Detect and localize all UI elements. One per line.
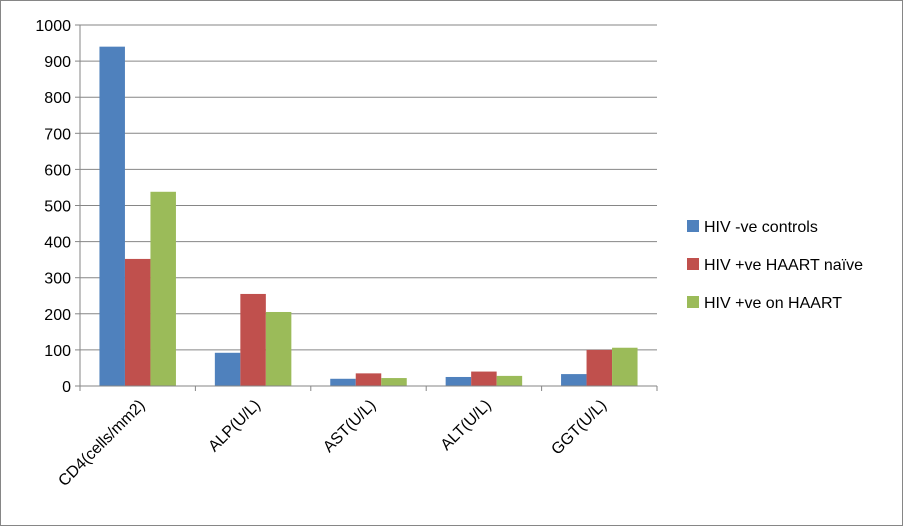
- bar: [214, 352, 241, 386]
- legend-swatch: [687, 220, 699, 232]
- x-tick-label: AST(U/L): [320, 397, 379, 456]
- legend-swatch: [687, 258, 699, 270]
- bar: [99, 46, 125, 386]
- legend-label: HIV +ve on HAART: [704, 295, 842, 312]
- bar: [124, 258, 151, 386]
- x-tick-label: ALT(U/L): [438, 397, 495, 454]
- y-tick-label: 600: [44, 162, 71, 179]
- x-tick-label: ALP(U/L): [205, 397, 264, 456]
- x-tick-labels: CD4(cells/mm2) ALP(U/L) AST(U/L) ALT(U/L) GG…: [55, 397, 610, 490]
- bar: [355, 373, 382, 386]
- bar: [240, 293, 266, 386]
- bar: [586, 349, 613, 386]
- axes: [79, 25, 657, 387]
- bar: [471, 371, 497, 386]
- bar: [561, 374, 587, 386]
- y-tick-labels: 0 100 200 300 400 500 600 700 800 900 1000: [35, 18, 71, 396]
- y-tick-label: 400: [44, 235, 71, 252]
- x-tick-label: GGT(U/L): [548, 397, 610, 459]
- legend-label: HIV -ve controls: [704, 219, 818, 236]
- legend: HIV -ve controls HIV +ve HAART naïve HIV +…: [687, 219, 863, 312]
- y-tick-label: 900: [44, 54, 71, 71]
- bars: [99, 46, 638, 386]
- y-tick-label: 1000: [35, 18, 71, 35]
- y-tick-label: 200: [44, 307, 71, 324]
- y-tick-label: 500: [44, 199, 71, 216]
- y-tick-label: 300: [44, 271, 71, 288]
- y-tick-label: 0: [62, 379, 71, 396]
- y-tick-label: 100: [44, 343, 71, 360]
- bar: [496, 375, 523, 386]
- bar: [612, 347, 638, 386]
- gridlines: [75, 24, 658, 391]
- legend-label: HIV +ve HAART naïve: [704, 257, 863, 274]
- y-tick-label: 700: [44, 126, 71, 143]
- bar: [330, 378, 356, 386]
- y-tick-label: 800: [44, 90, 71, 107]
- legend-swatch: [687, 296, 699, 308]
- x-tick-label: CD4(cells/mm2): [55, 397, 148, 490]
- bar: [445, 376, 472, 386]
- bar: [150, 191, 176, 386]
- bar: [381, 378, 407, 386]
- bar: [265, 311, 292, 386]
